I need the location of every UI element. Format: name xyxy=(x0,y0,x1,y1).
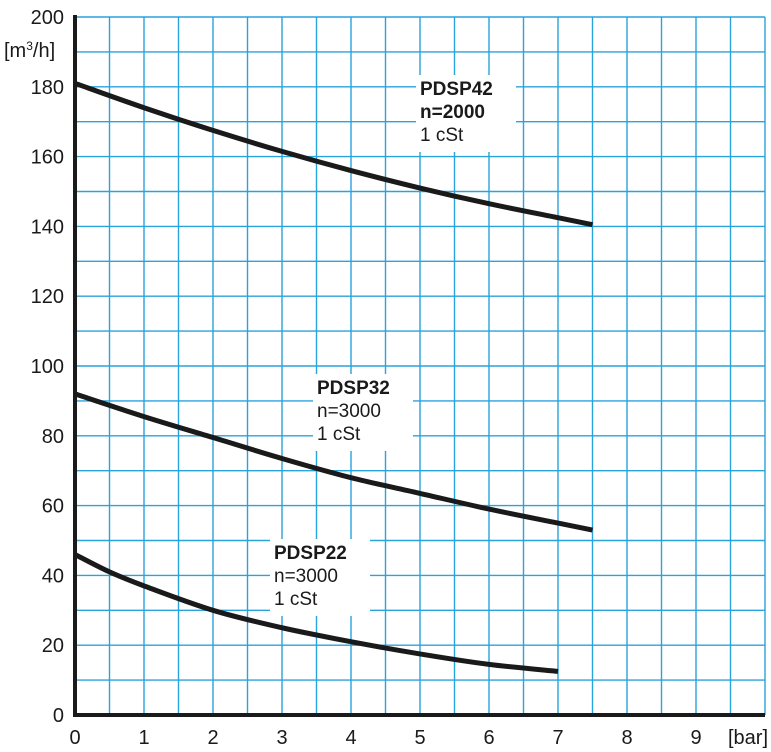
curve-label-background xyxy=(416,75,516,152)
y-tick-label: 200 xyxy=(31,7,64,29)
curve-label-name: PDSP22 xyxy=(274,543,347,564)
y-tick-label: 160 xyxy=(31,147,64,169)
curve-label-name: PDSP42 xyxy=(420,79,493,100)
axes xyxy=(73,15,765,717)
y-tick-label: 20 xyxy=(42,635,64,657)
y-tick-label: 80 xyxy=(42,426,64,448)
tick-labels: 0 1 2 3 4 5 6 7 8 9 [bar] 0 20 40 60 80 100 120 140 160 180 2… xyxy=(4,7,768,749)
curve-label-viscosity: 1 cSt xyxy=(274,589,318,610)
curve-label-background xyxy=(313,374,413,451)
x-tick-label: 2 xyxy=(207,727,218,749)
y-tick-label: 120 xyxy=(31,286,64,308)
x-axis-label: [bar] xyxy=(728,727,768,749)
y-tick-label: 140 xyxy=(31,216,64,238)
curve-label-speed: n=2000 xyxy=(420,102,485,123)
curve-label-viscosity: 1 cSt xyxy=(420,125,464,146)
x-tick-label: 1 xyxy=(138,727,149,749)
curves xyxy=(73,80,593,674)
curve-pdsp22 xyxy=(73,552,559,674)
y-axis-label: [m3/h] xyxy=(4,39,55,62)
x-tick-label: 4 xyxy=(345,727,356,749)
curve-label-background xyxy=(270,539,370,616)
x-tick-label: 5 xyxy=(414,727,425,749)
curve-label-speed: n=3000 xyxy=(317,401,381,422)
curve-pdsp32 xyxy=(74,391,593,533)
curve-label-viscosity: 1 cSt xyxy=(317,424,361,445)
curve-pdsp42 xyxy=(74,80,593,228)
y-tick-label: 0 xyxy=(53,705,64,727)
y-tick-label: 40 xyxy=(42,565,64,587)
x-tick-label: 6 xyxy=(483,727,494,749)
curve-label-name: PDSP32 xyxy=(317,378,390,399)
x-tick-label: 9 xyxy=(690,727,701,749)
x-tick-label: 8 xyxy=(621,727,632,749)
x-tick-label: 7 xyxy=(552,727,563,749)
y-tick-label: 180 xyxy=(31,77,64,99)
curve-label-speed: n=3000 xyxy=(274,566,338,587)
y-tick-label: 100 xyxy=(31,356,64,378)
x-tick-label: 3 xyxy=(276,727,287,749)
y-tick-label: 60 xyxy=(42,496,64,518)
x-tick-label: 0 xyxy=(69,727,80,749)
